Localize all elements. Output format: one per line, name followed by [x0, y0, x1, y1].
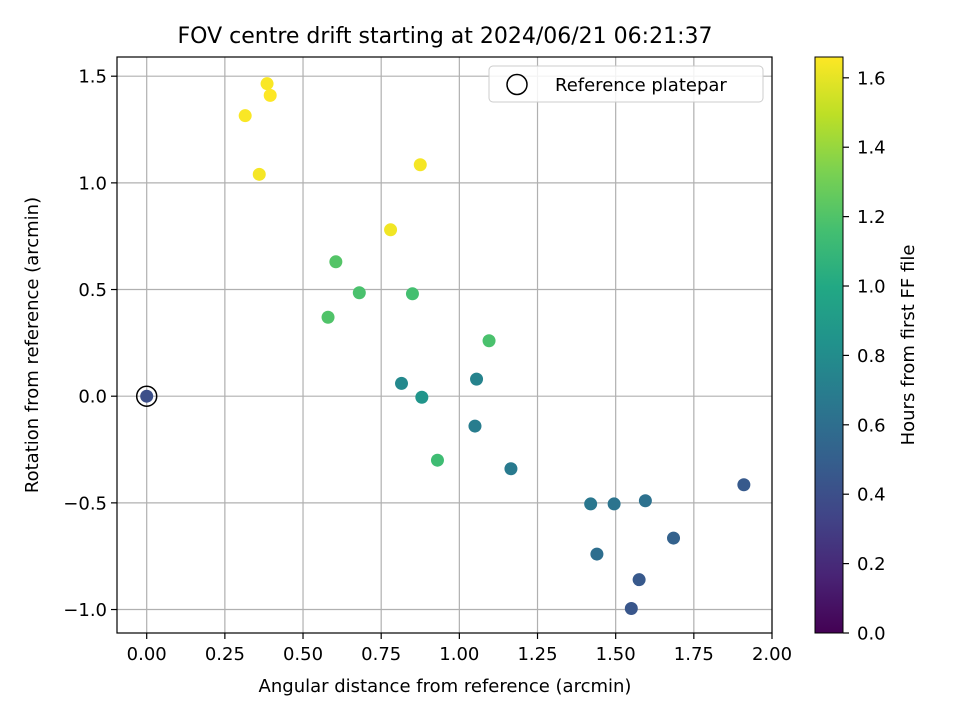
x-tick-label: 0.75 [361, 644, 401, 665]
data-point [638, 494, 652, 508]
colorbar-tick-label: 1.4 [857, 138, 886, 159]
x-tick-label: 0.25 [205, 644, 245, 665]
colorbar-tick-label: 1.6 [857, 68, 886, 89]
y-axis-ticks: −1.0 −0.5 0.0 0.5 1.0 1.5 [63, 67, 117, 621]
chart-title: FOV centre drift starting at 2024/06/21 … [178, 24, 713, 49]
x-axis-label: Angular distance from reference (arcmin) [259, 676, 632, 697]
data-point [468, 419, 482, 433]
data-point [415, 390, 429, 404]
x-axis-ticks: 0.00 0.25 0.50 0.75 1.00 1.25 1.50 1.75 2.00 [127, 633, 792, 665]
data-point [352, 286, 366, 300]
data-point [584, 497, 598, 511]
y-axis-label: Rotation from reference (arcmin) [22, 197, 43, 493]
data-point [504, 462, 518, 476]
legend-box [488, 65, 764, 103]
colorbar-gradient [814, 56, 844, 634]
x-tick-label: 1.25 [517, 644, 557, 665]
data-point [632, 573, 646, 587]
colorbar-tick-label: 0.4 [857, 485, 886, 506]
legend: Reference platepar [488, 65, 764, 103]
y-tick-label: 0.5 [78, 280, 107, 301]
colorbar-ticks: 0.0 0.2 0.4 0.6 0.8 1.0 1.2 1.4 1.6 [843, 68, 886, 645]
grid [117, 57, 773, 633]
data-point [238, 109, 252, 123]
data-point [737, 478, 751, 492]
reference-marker [135, 385, 158, 407]
y-tick-label: −0.5 [63, 493, 107, 514]
data-point [590, 547, 604, 561]
data-point [329, 255, 343, 269]
data-point [405, 287, 419, 301]
data-point [395, 376, 409, 390]
reference-platepar-marker [135, 385, 158, 407]
data-point [430, 453, 444, 467]
data-point [384, 223, 398, 237]
colorbar-label: Hours from first FF file [898, 245, 919, 446]
data-point [252, 167, 266, 181]
legend-reference-marker [506, 73, 528, 96]
plot-frame [116, 56, 773, 634]
y-tick-label: 0.0 [78, 387, 107, 408]
y-tick-label: 1.5 [78, 67, 107, 88]
colorbar: 0.0 0.2 0.4 0.6 0.8 1.0 1.2 1.4 1.6 Hours from f… [814, 56, 919, 645]
colorbar-tick-label: 1.0 [857, 277, 886, 298]
data-point [413, 158, 427, 172]
x-tick-label: 1.75 [674, 644, 714, 665]
legend-entry-reference: Reference platepar [555, 75, 727, 96]
data-point [482, 334, 496, 348]
colorbar-tick-label: 0.6 [857, 415, 886, 436]
data-point [470, 372, 484, 386]
x-tick-label: 1.50 [596, 644, 636, 665]
data-point [607, 497, 621, 511]
data-point [624, 601, 638, 615]
data-point [667, 531, 681, 545]
data-point [260, 77, 274, 91]
data-points [140, 77, 751, 615]
colorbar-tick-label: 1.2 [857, 207, 886, 228]
x-tick-label: 2.00 [752, 644, 792, 665]
y-tick-label: −1.0 [63, 600, 107, 621]
colorbar-tick-label: 0.0 [857, 624, 886, 645]
y-tick-label: 1.0 [78, 173, 107, 194]
x-tick-label: 0.50 [283, 644, 323, 665]
colorbar-tick-label: 0.8 [857, 346, 886, 367]
data-point [263, 88, 277, 102]
x-tick-label: 0.00 [127, 644, 167, 665]
colorbar-tick-label: 0.2 [857, 554, 886, 575]
x-tick-label: 1.00 [439, 644, 479, 665]
data-point [140, 389, 154, 403]
data-point [321, 310, 335, 324]
